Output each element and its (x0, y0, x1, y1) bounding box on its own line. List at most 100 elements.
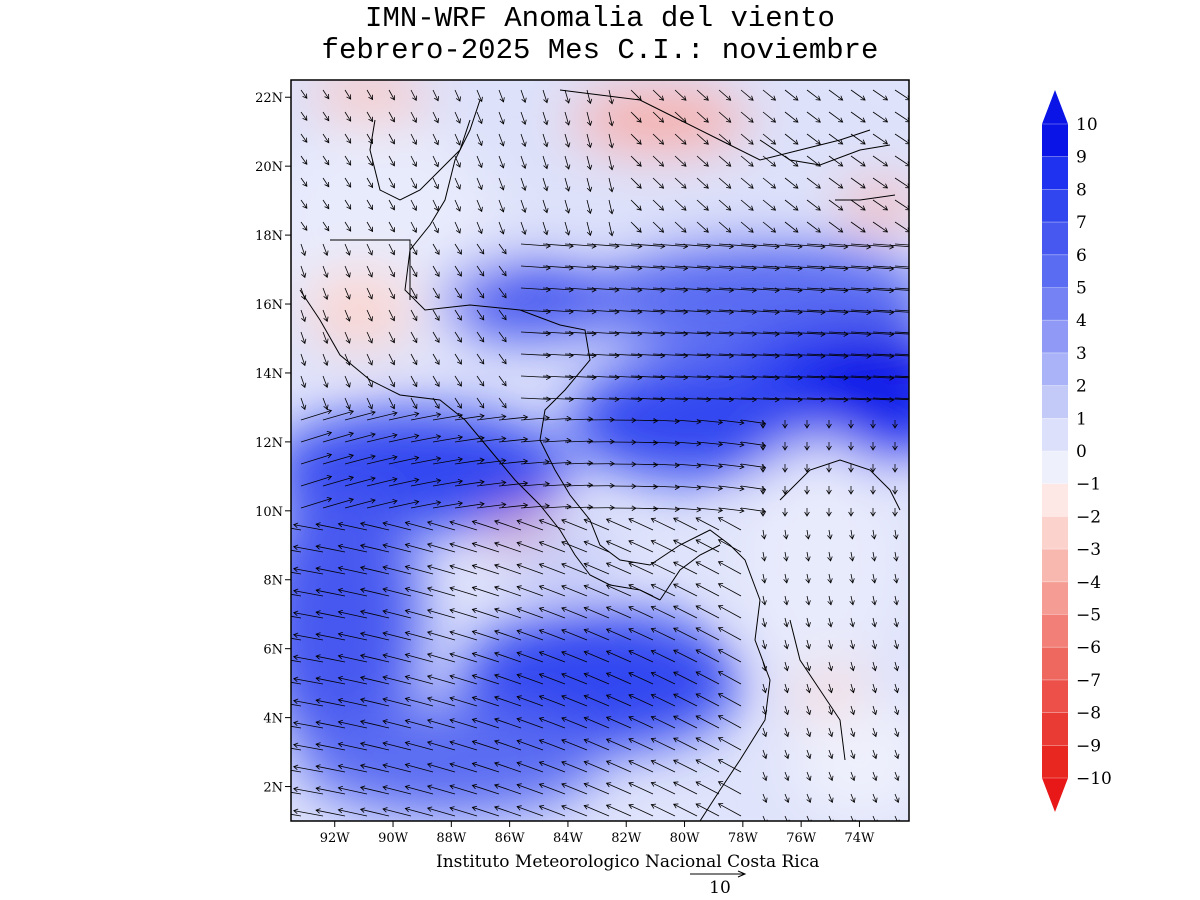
wind-vector (850, 705, 855, 715)
wind-vector (516, 608, 544, 619)
wind-vector-head (695, 737, 701, 743)
wind-vector (586, 89, 591, 104)
wind-vector (293, 568, 324, 575)
wind-vector-head (479, 249, 485, 255)
wind-vector (388, 375, 395, 387)
wind-vector-head (390, 272, 396, 278)
wind-vector (651, 694, 676, 707)
colorbar-swatch (1042, 581, 1068, 615)
wind-vector-head (751, 396, 758, 403)
wind-vector-head (870, 467, 876, 473)
wind-vector (300, 265, 306, 278)
wind-vector-head (673, 627, 679, 633)
wind-vector-head (323, 272, 329, 278)
wind-vector (360, 698, 390, 707)
wind-vector (291, 593, 302, 597)
wind-vector-head (471, 761, 478, 768)
wind-vector (652, 463, 680, 466)
wind-vector-head (703, 139, 709, 145)
wind-vector (740, 221, 754, 233)
wind-vector-head (412, 249, 418, 256)
wind-vector-head (337, 807, 343, 814)
wind-vector-head (434, 271, 440, 278)
wind-vector-head (866, 375, 872, 381)
wind-vector-head (302, 203, 308, 209)
wind-vector-head (726, 227, 732, 233)
wind-vector-head (414, 477, 420, 484)
wind-vector (476, 375, 485, 387)
colorbar-label: −4 (1076, 573, 1101, 593)
wind-vector (850, 595, 854, 605)
wind-vector (673, 649, 698, 663)
wind-vector-head (412, 337, 418, 344)
wind-vector (561, 739, 588, 751)
wind-vector-head (793, 183, 799, 189)
wind-vector-head (523, 480, 529, 487)
wind-vector (828, 617, 832, 627)
wind-vector (494, 520, 522, 531)
wind-vector-head (761, 709, 768, 716)
wind-vector (740, 441, 766, 446)
wind-vector (322, 498, 354, 509)
wind-vector (410, 457, 441, 465)
wind-vector (472, 718, 500, 729)
wind-vector (542, 483, 571, 487)
wind-vector (520, 265, 551, 269)
wind-vector-head (912, 310, 916, 315)
wind-vector-head (804, 445, 810, 451)
wind-vector-head (650, 583, 657, 589)
wind-vector (476, 199, 483, 212)
wind-vector (850, 529, 853, 539)
wind-vector (344, 133, 352, 144)
wind-vector (360, 808, 390, 817)
wind-vector-head (793, 95, 799, 101)
wind-vector-head (650, 605, 657, 611)
wind-vector-head (457, 293, 462, 299)
wind-vector (718, 627, 742, 641)
wind-vector-head (843, 396, 849, 403)
wind-vector (828, 287, 871, 292)
wind-vector-head (870, 445, 876, 451)
wind-vector-head (889, 397, 895, 403)
wind-vector (630, 375, 665, 379)
wind-vector-head (935, 397, 939, 402)
wind-vector-head (912, 266, 916, 271)
wind-vector-head (912, 376, 916, 381)
wind-vector-head (815, 227, 821, 233)
wind-vector (674, 331, 711, 335)
wind-vector-head (793, 139, 799, 145)
wind-vector (718, 331, 757, 335)
wind-vector (828, 595, 832, 605)
wind-vector-head (449, 718, 455, 724)
wind-vector-head (302, 159, 308, 165)
wind-vector (564, 440, 593, 443)
wind-vector (542, 133, 548, 147)
wind-vector (300, 177, 308, 187)
wind-vector-head (605, 738, 612, 744)
wind-vector (872, 353, 909, 357)
wind-vector (894, 661, 898, 671)
wind-vector (449, 785, 478, 795)
wind-vector (388, 177, 395, 189)
wind-vector-head (605, 584, 612, 590)
wind-vector (630, 397, 665, 400)
wind-vector (476, 503, 506, 509)
wind-vector (432, 89, 439, 101)
wind-vector (410, 111, 417, 123)
wind-vector (498, 309, 507, 320)
wind-vector-head (892, 489, 898, 495)
wind-vector (472, 740, 500, 751)
wind-vector (494, 718, 522, 729)
wind-vector (410, 375, 418, 387)
wind-vector-head (426, 806, 433, 812)
wind-vector-head (323, 382, 329, 388)
wind-vector (542, 505, 571, 509)
colorbar-label: 4 (1076, 311, 1087, 331)
wind-vector-head (782, 445, 788, 451)
wind-vector (674, 243, 711, 247)
wind-vector-head (404, 740, 410, 747)
wind-vector-head (293, 764, 299, 771)
wind-vector (494, 674, 522, 685)
wind-vector-head (805, 644, 811, 650)
wind-vector (762, 309, 803, 313)
